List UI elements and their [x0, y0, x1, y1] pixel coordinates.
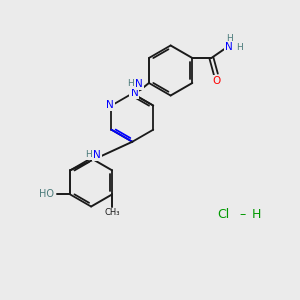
- Text: O: O: [212, 76, 220, 86]
- Text: N: N: [130, 88, 138, 98]
- Text: H: H: [251, 208, 261, 221]
- Text: N: N: [93, 150, 101, 160]
- Text: Cl: Cl: [218, 208, 230, 221]
- Text: H: H: [237, 43, 243, 52]
- Text: HO: HO: [39, 190, 54, 200]
- Text: H: H: [127, 79, 134, 88]
- Text: CH₃: CH₃: [104, 208, 120, 217]
- Text: N: N: [135, 79, 143, 89]
- Text: H: H: [85, 150, 92, 159]
- Text: H: H: [226, 34, 232, 43]
- Text: N: N: [225, 42, 233, 52]
- Text: N: N: [106, 100, 114, 110]
- Text: –: –: [240, 208, 246, 221]
